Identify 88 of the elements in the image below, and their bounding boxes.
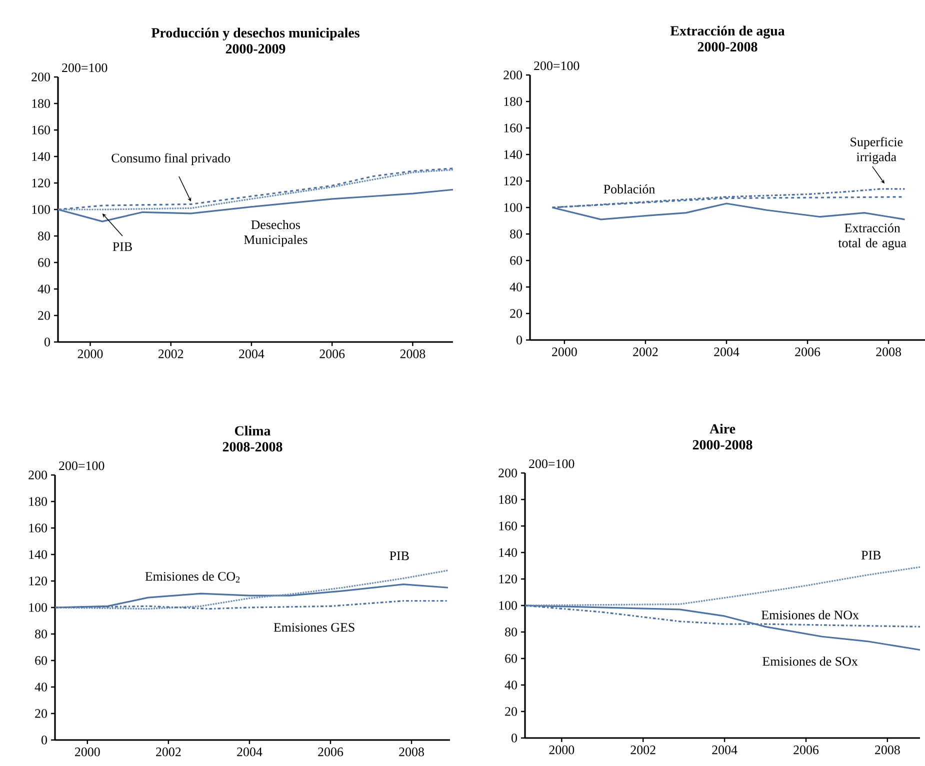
y-tick-label: 80 <box>35 630 48 638</box>
y-tick-label: 120 <box>29 576 48 586</box>
y-axis-title: 200=100 <box>62 63 108 72</box>
y-axis-title: 200=100 <box>534 61 580 70</box>
x-tick-label: 2004 <box>237 748 262 756</box>
x-tick-label: 2006 <box>795 348 820 356</box>
y-tick-label: 60 <box>505 654 518 663</box>
y-tick-label: 100 <box>504 203 522 212</box>
x-tick-label: 2000 <box>549 746 574 754</box>
x-tick-label: 2004 <box>714 348 740 356</box>
y-tick-label: 120 <box>499 574 518 584</box>
y-tick-label: 60 <box>510 256 522 265</box>
y-axis-title: 200=100 <box>59 461 104 470</box>
y-tick-label: 140 <box>499 548 518 557</box>
series-label: Población <box>604 184 655 194</box>
x-tick-label: 2006 <box>794 746 819 754</box>
chart-subtitle: 2000-2009 <box>226 44 286 54</box>
y-tick-label: 80 <box>38 232 50 240</box>
y-tick-label: 180 <box>499 495 518 504</box>
x-tick-label: 2002 <box>633 348 658 356</box>
y-tick-label: 140 <box>504 150 522 159</box>
y-tick-label: 40 <box>34 682 48 692</box>
y-tick-label: 40 <box>510 282 522 292</box>
series-label: Superficie irrigada <box>850 137 903 164</box>
y-tick-label: 200 <box>28 470 48 480</box>
series-label: PIB <box>390 552 409 560</box>
y-tick-label: 180 <box>504 97 522 106</box>
y-tick-label: 60 <box>38 258 50 267</box>
y-tick-label: 40 <box>38 284 50 294</box>
x-tick-label: 2004 <box>712 746 738 754</box>
y-tick-label: 200 <box>498 468 518 478</box>
x-tick-label: 2002 <box>156 748 181 756</box>
chart-title: Clima <box>234 426 271 436</box>
chart-subtitle: 2000-2008 <box>698 42 758 52</box>
y-tick-label: 180 <box>29 497 48 506</box>
chart-title: Aire <box>710 424 736 434</box>
y-tick-label: 40 <box>504 680 518 690</box>
series-label: Emisiones de SOx <box>762 656 858 666</box>
y-axis-title: 200=100 <box>529 459 574 468</box>
series-label: Emisiones de CO$_{2}$ <box>145 572 240 582</box>
y-tick-label: 20 <box>510 309 522 318</box>
y-tick-label: 0 <box>44 338 50 346</box>
y-tick-label: 20 <box>38 311 50 320</box>
x-tick-label: 2000 <box>552 348 577 356</box>
x-tick-label: 2002 <box>158 350 184 358</box>
x-tick-label: 2000 <box>78 350 103 358</box>
y-tick-label: 100 <box>32 205 50 214</box>
y-tick-label: 80 <box>510 230 522 238</box>
y-tick-label: 200 <box>504 70 522 80</box>
series-label: Extracción total de agua <box>838 223 906 250</box>
text: Consumo final privado <box>112 153 230 166</box>
y-tick-label: 20 <box>35 709 48 718</box>
chart-subtitle: 2008-2008 <box>222 442 282 452</box>
y-tick-label: 120 <box>32 178 50 188</box>
x-tick-label: 2006 <box>318 748 344 756</box>
y-tick-label: 80 <box>505 628 518 636</box>
chart-title: Extracción de agua <box>670 26 785 38</box>
series-label: Desechos Municipales <box>244 220 308 247</box>
y-tick-label: 160 <box>499 522 518 530</box>
y-tick-label: 160 <box>32 126 50 134</box>
y-tick-label: 0 <box>42 736 48 744</box>
y-tick-label: 160 <box>29 524 48 532</box>
y-tick-label: 140 <box>32 152 50 161</box>
y-tick-label: 60 <box>35 656 48 665</box>
x-tick-label: 2008 <box>400 350 426 358</box>
y-tick-label: 100 <box>29 603 48 612</box>
x-tick-label: 2008 <box>876 348 902 356</box>
chart-title: Producción y desechos municipales <box>151 28 360 40</box>
series-label: Emisiones de NOx <box>762 610 859 620</box>
series-label: Emisiones GES <box>274 623 354 632</box>
x-tick-label: 2006 <box>320 350 345 358</box>
x-tick-label: 2008 <box>399 748 424 756</box>
y-tick-label: 160 <box>504 124 522 132</box>
y-tick-label: 120 <box>504 176 522 186</box>
y-tick-label: 0 <box>512 734 518 742</box>
series-label: PIB <box>861 550 881 560</box>
y-tick-label: 200 <box>32 72 50 82</box>
y-tick-label: 0 <box>516 336 522 344</box>
x-tick-label: 2002 <box>630 746 656 754</box>
x-tick-label: 2008 <box>875 746 900 754</box>
y-tick-label: 140 <box>29 550 48 559</box>
x-tick-label: 2000 <box>75 748 100 756</box>
chart-subtitle: 2000-2008 <box>692 440 752 450</box>
y-tick-label: 180 <box>32 99 50 108</box>
x-tick-label: 2004 <box>239 350 264 358</box>
y-tick-label: 20 <box>505 707 518 716</box>
text: PIB <box>112 242 132 251</box>
y-tick-label: 100 <box>499 601 518 610</box>
